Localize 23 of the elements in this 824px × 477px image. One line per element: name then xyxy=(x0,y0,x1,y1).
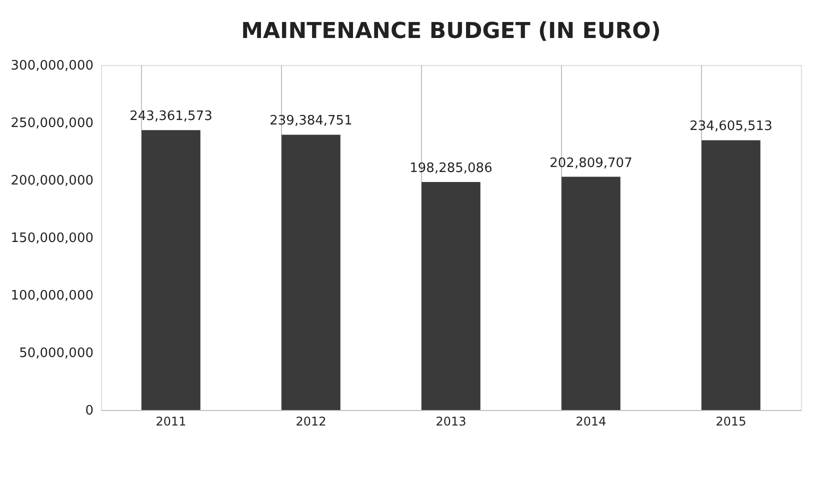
x-tick-label: 2013 xyxy=(436,414,466,428)
data-label: 239,384,751 xyxy=(270,114,352,129)
y-tick-label: 250,000,000 xyxy=(10,116,94,131)
x-tick-label: 2015 xyxy=(716,414,746,428)
bar xyxy=(282,134,340,410)
bar xyxy=(702,140,760,410)
bar xyxy=(562,176,620,410)
bar xyxy=(422,182,480,410)
y-tick-label: 0 xyxy=(85,404,94,418)
data-label: 198,285,086 xyxy=(410,160,492,176)
x-tick-label: 2012 xyxy=(296,414,326,428)
x-tick-label: 2014 xyxy=(576,414,606,428)
y-tick-label: 150,000,000 xyxy=(10,231,94,246)
y-tick-label: 300,000,000 xyxy=(10,58,94,74)
x-tick-label: 2011 xyxy=(156,414,186,428)
chart-title: MAINTENANCE BUDGET (IN EURO) xyxy=(241,19,661,44)
y-tick-label: 50,000,000 xyxy=(19,346,94,361)
y-tick-label: 200,000,000 xyxy=(10,174,94,188)
y-tick-label: 100,000,000 xyxy=(10,288,94,304)
bar xyxy=(142,130,200,410)
data-label: 243,361,573 xyxy=(130,109,212,124)
data-label: 202,809,707 xyxy=(550,156,632,171)
data-label: 234,605,513 xyxy=(690,119,772,134)
